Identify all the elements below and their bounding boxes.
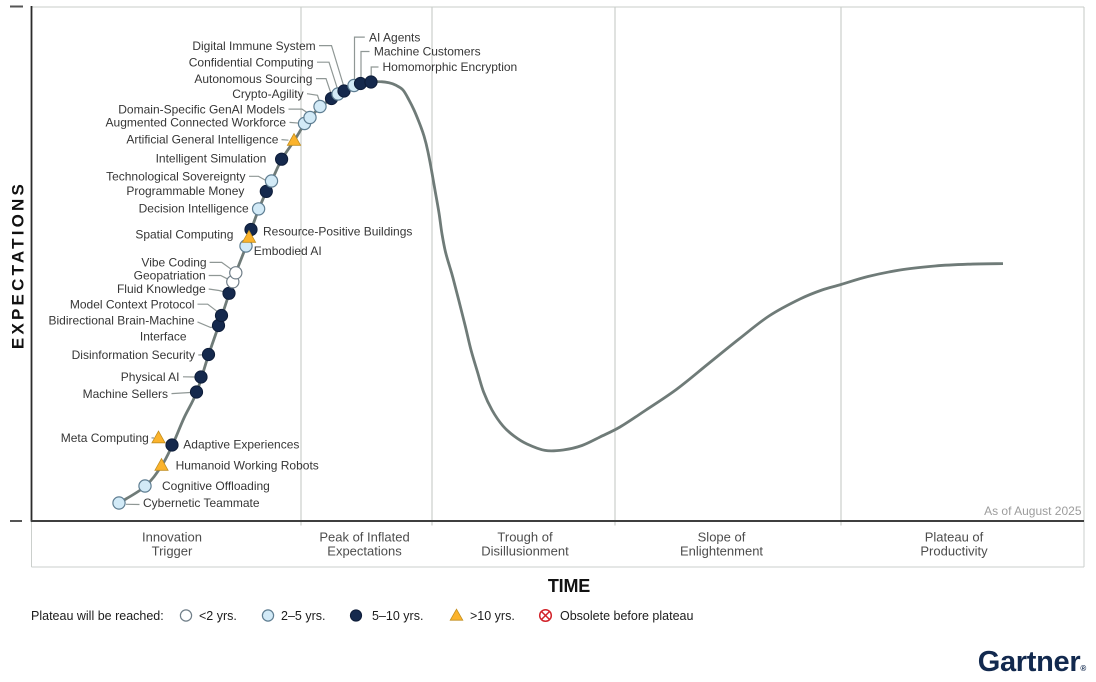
svg-text:Expectations: Expectations (327, 544, 402, 559)
svg-text:Crypto-Agility: Crypto-Agility (232, 87, 303, 101)
svg-text:Plateau of: Plateau of (925, 530, 984, 545)
svg-text:Decision Intelligence: Decision Intelligence (139, 201, 249, 215)
svg-text:Vibe Coding: Vibe Coding (141, 256, 206, 270)
svg-text:Peak of Inflated: Peak of Inflated (319, 530, 409, 545)
svg-text:AI Agents: AI Agents (369, 31, 420, 45)
svg-text:Intelligent Simulation: Intelligent Simulation (156, 151, 267, 165)
svg-text:Trough of: Trough of (497, 530, 553, 545)
svg-text:Enlightenment: Enlightenment (680, 544, 763, 559)
svg-text:Homomorphic Encryption: Homomorphic Encryption (383, 60, 518, 74)
svg-text:Spatial Computing: Spatial Computing (135, 228, 233, 242)
svg-text:Humanoid Working Robots: Humanoid Working Robots (176, 459, 319, 473)
svg-text:Embodied AI: Embodied AI (254, 244, 322, 258)
svg-text:Disinformation Security: Disinformation Security (72, 348, 195, 362)
svg-text:Confidential Computing: Confidential Computing (189, 55, 314, 69)
svg-text:Cognitive Offloading: Cognitive Offloading (162, 479, 270, 493)
svg-text:Physical AI: Physical AI (121, 370, 180, 384)
svg-text:Disillusionment: Disillusionment (481, 544, 569, 559)
svg-text:5–10 yrs.: 5–10 yrs. (372, 609, 423, 623)
svg-text:2–5 yrs.: 2–5 yrs. (281, 609, 325, 623)
svg-text:Productivity: Productivity (920, 544, 988, 559)
svg-text:Machine Customers: Machine Customers (374, 45, 481, 59)
svg-text:Meta Computing: Meta Computing (61, 431, 149, 445)
svg-text:Model Context Protocol: Model Context Protocol (70, 297, 195, 311)
svg-text:Augmented Connected Workforce: Augmented Connected Workforce (106, 115, 287, 129)
svg-text:Plateau will be reached:: Plateau will be reached: (31, 609, 164, 623)
svg-text:Bidirectional Brain-Machine: Bidirectional Brain-Machine (49, 314, 195, 328)
svg-text:>10 yrs.: >10 yrs. (470, 609, 515, 623)
svg-text:TIME: TIME (548, 576, 590, 596)
svg-text:Machine Sellers: Machine Sellers (83, 387, 168, 401)
svg-text:EXPECTATIONS: EXPECTATIONS (9, 181, 28, 349)
svg-text:Digital Immune System: Digital Immune System (192, 39, 315, 53)
svg-text:Fluid Knowledge: Fluid Knowledge (117, 282, 206, 296)
svg-text:Resource-Positive Buildings: Resource-Positive Buildings (263, 225, 412, 239)
svg-text:Trigger: Trigger (152, 544, 193, 559)
svg-text:Autonomous Sourcing: Autonomous Sourcing (194, 72, 312, 86)
svg-text:Artificial General Intelligenc: Artificial General Intelligence (126, 133, 278, 147)
svg-text:Interface: Interface (140, 330, 187, 344)
svg-text:Programmable Money: Programmable Money (126, 184, 244, 198)
svg-text:Gartner®: Gartner® (978, 646, 1087, 678)
svg-text:Geopatriation: Geopatriation (134, 269, 206, 283)
svg-text:<2 yrs.: <2 yrs. (199, 609, 237, 623)
svg-text:Innovation: Innovation (142, 530, 202, 545)
svg-text:As of August 2025: As of August 2025 (984, 504, 1082, 518)
svg-text:Obsolete before plateau: Obsolete before plateau (560, 609, 693, 623)
svg-text:Technological Sovereignty: Technological Sovereignty (106, 170, 245, 184)
svg-text:Cybernetic Teammate: Cybernetic Teammate (143, 496, 260, 510)
svg-text:Adaptive Experiences: Adaptive Experiences (183, 438, 299, 452)
svg-text:Slope of: Slope of (698, 530, 746, 545)
svg-text:Domain-Specific GenAI Models: Domain-Specific GenAI Models (118, 102, 285, 116)
